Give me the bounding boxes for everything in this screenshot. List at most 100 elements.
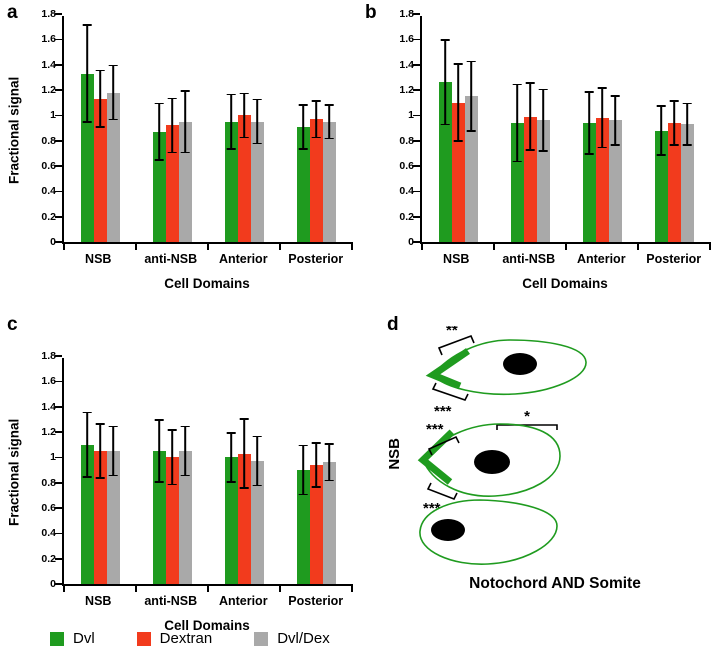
y-axis-tick-label: 1.6 (41, 375, 56, 388)
bar-dextran (237, 453, 251, 584)
y-axis-tick (413, 241, 420, 243)
y-axis-tick-label: 0.6 (41, 160, 56, 172)
y-axis-tick-label: 0.8 (41, 476, 56, 489)
y-axis-tick-label: 1.4 (41, 58, 56, 71)
legend-item-dextran: Dextran (136, 630, 212, 647)
y-axis-tick (55, 406, 62, 408)
y-axis-tick-label: 0.8 (41, 134, 56, 147)
bar-cell (451, 16, 465, 242)
error-bar (112, 425, 114, 477)
x-axis-tick (351, 242, 353, 250)
error-bar (542, 88, 544, 153)
error-bar (315, 100, 317, 139)
x-axis-tick (207, 584, 209, 592)
x-axis-tick (637, 242, 639, 250)
panel-b: b 0 0.2 0.4 0.6 0.8 1 1.2 1.4 1.6 1.8 NSB anti-NSB A… (358, 0, 721, 312)
y-axis-tick (413, 114, 420, 117)
x-axis-title: Cell Domains (522, 276, 608, 291)
significance-top-cell-upper: ** (446, 326, 458, 339)
x-category-labels: NSB anti-NSB Anterior Posterior (420, 252, 710, 266)
bar-dvl (224, 121, 238, 242)
nucleus-bottom-cell (431, 519, 465, 541)
error-bar (230, 93, 232, 150)
bar-cell (237, 16, 251, 242)
legend-item-dvldex: Dvl/Dex (254, 630, 330, 647)
error-bar (99, 423, 101, 479)
y-axis-tick-label: 0.4 (399, 185, 414, 198)
x-axis-tick (279, 584, 281, 592)
y-axis-tick (413, 190, 420, 193)
y-axis-tick (55, 431, 62, 433)
plot-area: 0 0.2 0.4 0.6 0.8 1 1.2 1.4 1.6 1.8 (399, 8, 711, 250)
y-axis-tick-label: 1.4 (41, 400, 56, 413)
x-category-label: anti-NSB (502, 252, 556, 266)
x-category-label: anti-NSB (144, 252, 198, 266)
bar-group (280, 16, 352, 242)
bar-dextran (309, 464, 323, 584)
bar-cell (595, 16, 609, 242)
bar-dextran (237, 115, 251, 242)
bar-dvl (510, 122, 524, 242)
bar-group (494, 16, 566, 242)
bar-dextran (451, 102, 465, 242)
x-category-label: Anterior (218, 594, 268, 608)
cell-diagram: ** *** * *** *** (417, 326, 587, 565)
y-axis-title: Fractional signal (6, 76, 22, 184)
x-category-label: Anterior (576, 252, 626, 266)
bar-cell (224, 16, 238, 242)
error-bar (614, 95, 616, 146)
dextran-color-swatch-icon (136, 631, 151, 646)
nucleus-top-cell (503, 353, 537, 375)
bar-cell (322, 16, 336, 242)
bar-dvl-dex (106, 92, 120, 242)
y-axis-tick-label: 0.4 (41, 185, 56, 198)
y-axis-tick (55, 216, 62, 218)
bar-cell (80, 358, 94, 584)
bar-dvl-dex (322, 462, 336, 584)
plot-area: 0 0.2 0.4 0.6 0.8 1 1.2 1.4 1.6 1.8 (41, 350, 353, 592)
y-axis-tick (55, 140, 62, 142)
bar-cell (536, 16, 550, 242)
y-axis-tick-label: 1.8 (41, 8, 56, 20)
x-category-label: Anterior (218, 252, 268, 266)
bar-group (280, 358, 352, 584)
y-axis-tick-label: 0.2 (41, 552, 56, 565)
nsb-thick-membrane-middle-cell-icon (417, 429, 455, 485)
dvldex-color-swatch-icon (254, 631, 269, 646)
x-axis-tick (709, 242, 711, 250)
error-bar (184, 90, 186, 154)
bar-dvl-dex (322, 121, 336, 242)
bar-cell (178, 358, 192, 584)
bar-group (422, 16, 494, 242)
bar-dvl-dex (608, 120, 622, 242)
bar-dvl (224, 457, 238, 584)
bar-cell (152, 16, 166, 242)
y-axis-tick (413, 38, 420, 41)
y-axis-tick (55, 482, 62, 484)
y-axis-tick-label: 0 (50, 578, 56, 590)
error-bar (516, 83, 518, 163)
error-bar (686, 102, 688, 146)
bar-dvl (80, 73, 94, 242)
bar-dextran (595, 117, 609, 242)
panel-c: c 0 0.2 0.4 0.6 0.8 1 1.2 1.4 1.6 1.8 NSB anti-NSB A… (0, 312, 368, 633)
bar-dvl-dex (250, 121, 264, 242)
x-axis-tick (135, 584, 137, 592)
error-bar (256, 98, 258, 145)
plot-area: 0 0.2 0.4 0.6 0.8 1 1.2 1.4 1.6 1.8 (41, 8, 353, 250)
bar-group (136, 358, 208, 584)
bar-chart-panel-b: 0 0.2 0.4 0.6 0.8 1 1.2 1.4 1.6 1.8 NSB anti-NSB Ant… (358, 0, 721, 312)
error-bar (328, 443, 330, 482)
error-bar (315, 442, 317, 488)
x-category-labels: NSB anti-NSB Anterior Posterior (62, 594, 352, 608)
bar-chart-panel-a: 0 0.2 0.4 0.6 0.8 1 1.2 1.4 1.6 1.8 NSB anti-NSB Ant… (0, 0, 368, 312)
y-axis-tick-label: 0.2 (399, 210, 414, 223)
y-axis-tick (55, 241, 62, 243)
bar-group (208, 358, 280, 584)
x-category-labels: NSB anti-NSB Anterior Posterior (62, 252, 352, 266)
bar-group (64, 16, 136, 242)
y-axis-tick (413, 165, 420, 167)
x-category-label: NSB (85, 252, 112, 266)
y-axis-tick (55, 89, 62, 91)
y-axis-tick-label: 1.2 (399, 84, 414, 96)
